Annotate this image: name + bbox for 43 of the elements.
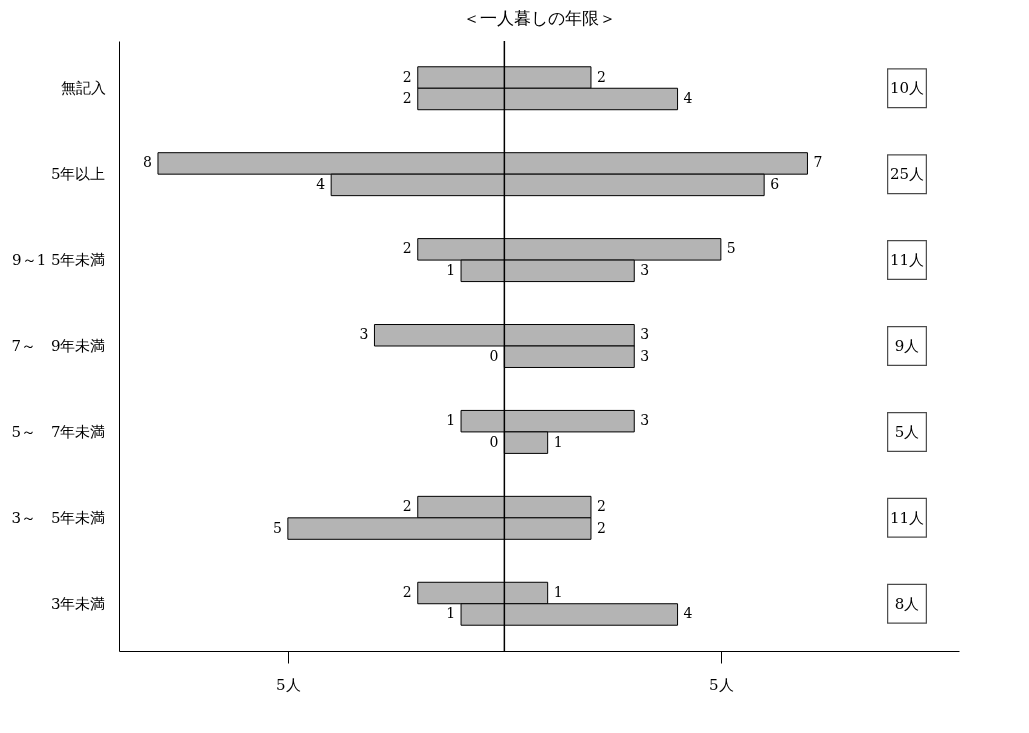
annotation: 3	[640, 326, 650, 343]
annotation: 3	[359, 326, 369, 343]
annotation: 5人	[894, 422, 920, 441]
annotation: 25人	[889, 165, 925, 184]
annotation: 1	[446, 412, 456, 429]
annotation: 0	[489, 347, 499, 364]
annotation: 3	[640, 412, 650, 429]
annotation: 5	[272, 519, 282, 536]
chart-title: ＜一人暮しの年限＞	[462, 8, 616, 29]
annotation: 4	[683, 605, 693, 622]
annotation: 1	[553, 433, 563, 450]
y-tick-label: 3～ 5年未満	[11, 508, 106, 527]
y-tick-label: 5～ 7年未満	[11, 422, 106, 441]
y-tick-label: 7～ 9年未満	[11, 337, 106, 355]
annotation: 1	[553, 584, 563, 601]
annotation: 2	[402, 498, 412, 515]
annotation: 2	[402, 89, 412, 106]
y-tick-label: 無記入	[60, 79, 106, 98]
annotation: 1	[446, 261, 456, 278]
y-tick-label: 9～1 5年未満	[12, 251, 106, 270]
annotation: 2	[596, 519, 606, 536]
annotation: 4	[316, 175, 326, 192]
annotation: 1	[446, 605, 456, 622]
annotation: 2	[402, 240, 412, 257]
annotation: 11人	[889, 251, 925, 270]
annotation: 0	[489, 433, 499, 450]
annotation: 3	[640, 347, 650, 364]
annotation: 2	[402, 584, 412, 601]
annotation: 10人	[889, 79, 925, 98]
annotation: 9人	[894, 337, 920, 355]
annotation: 4	[683, 89, 693, 106]
y-tick-label: 3年未満	[50, 594, 106, 613]
annotation: 2	[596, 68, 606, 85]
annotation: 7	[813, 154, 823, 171]
annotation: 2	[402, 68, 412, 85]
annotation: 6	[770, 175, 780, 192]
annotation: 2	[596, 498, 606, 515]
annotation: 8人	[894, 594, 920, 613]
y-tick-label: 5年以上	[50, 165, 106, 184]
annotation: 8	[143, 154, 152, 171]
annotation: 11人	[889, 508, 925, 527]
annotation: 5	[726, 240, 736, 257]
annotation: 3	[640, 261, 650, 278]
